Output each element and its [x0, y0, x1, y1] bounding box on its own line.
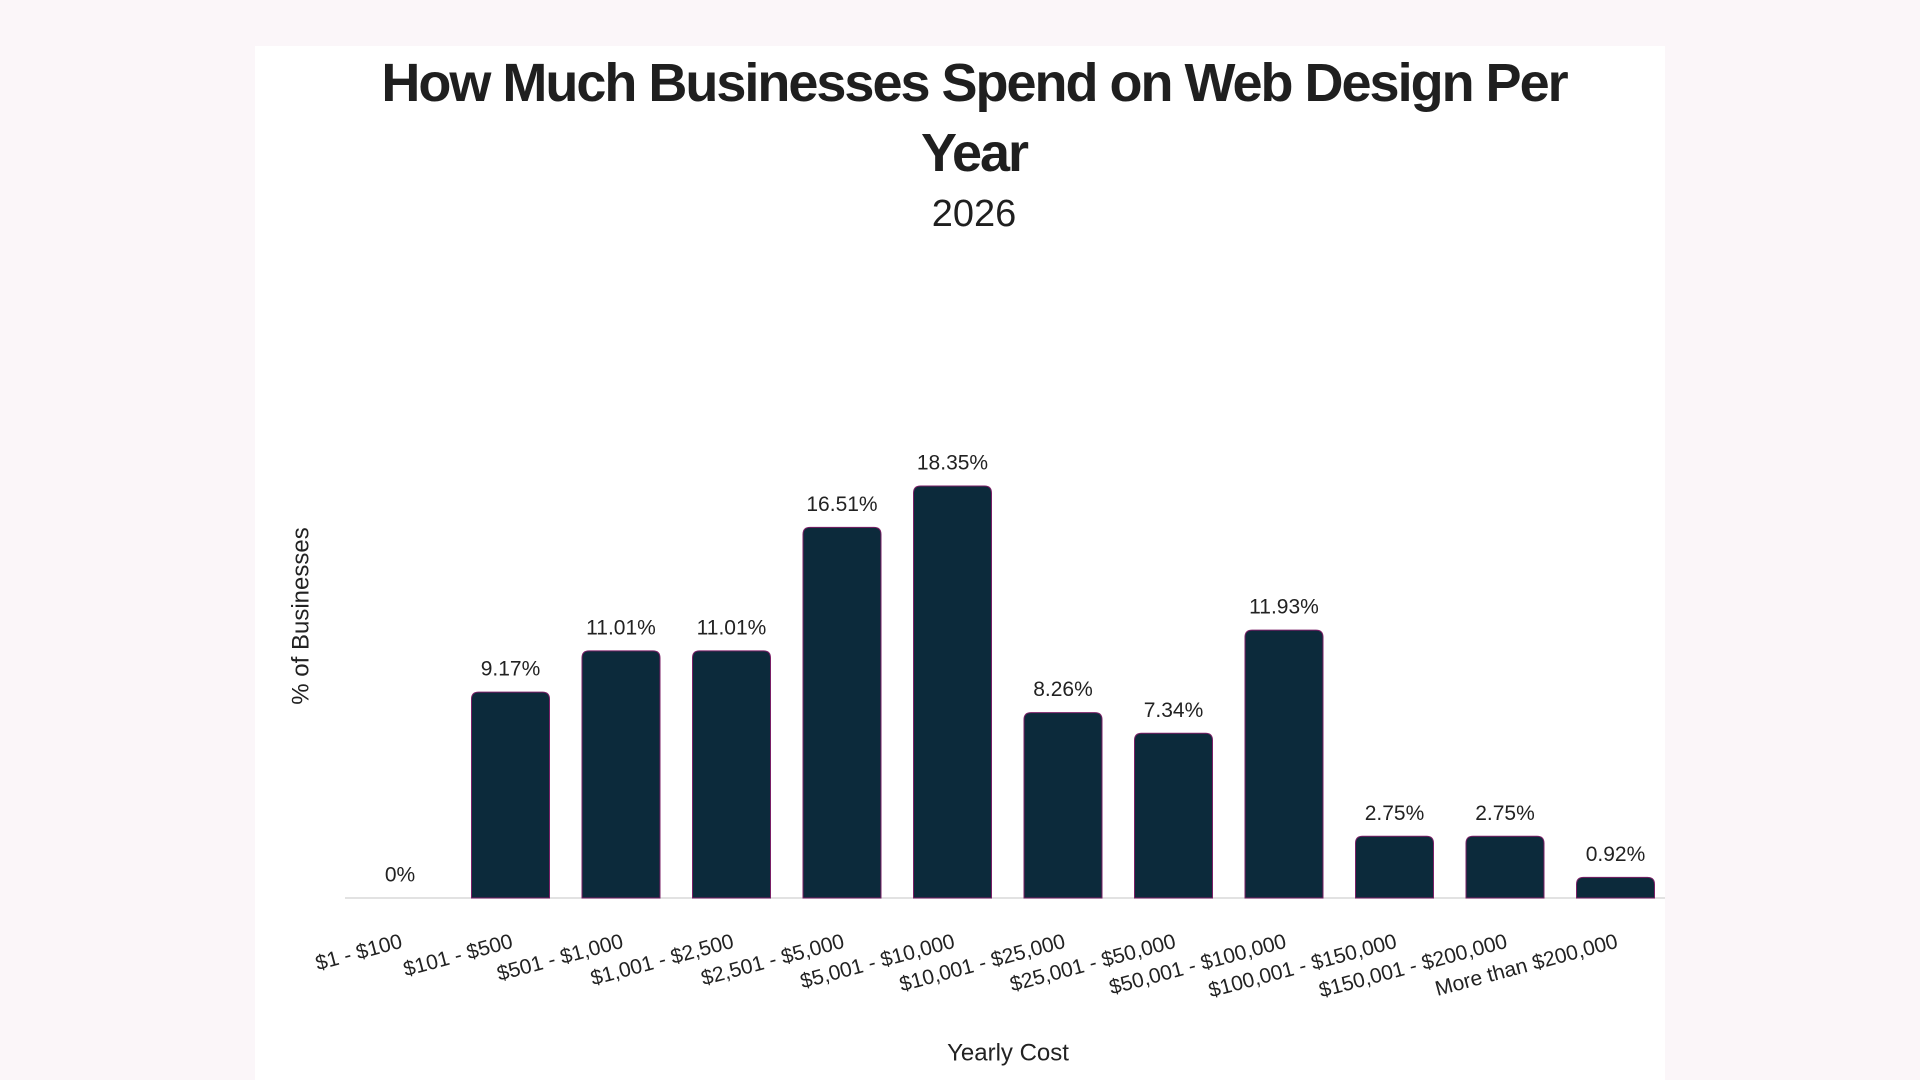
value-label: 11.93% — [1249, 596, 1319, 619]
bar — [1244, 629, 1324, 899]
bar — [471, 691, 550, 899]
bar — [1134, 732, 1213, 899]
value-label: 9.17% — [481, 658, 541, 681]
bar — [1355, 835, 1434, 899]
value-label: 18.35% — [917, 452, 988, 475]
value-label: 0% — [385, 864, 415, 887]
x-tick-label: $1 - $100 — [313, 930, 405, 975]
value-label: 8.26% — [1033, 678, 1093, 701]
y-axis-label: % of Businesses — [287, 527, 314, 704]
value-label: 2.75% — [1475, 802, 1535, 825]
value-label: 0.92% — [1586, 843, 1646, 866]
bar — [1576, 876, 1655, 899]
chart-subtitle: 2026 — [931, 193, 1017, 235]
value-label: 2.75% — [1365, 802, 1425, 825]
bar — [1023, 712, 1103, 899]
value-label: 11.01% — [697, 616, 767, 639]
value-label: 7.34% — [1144, 699, 1204, 722]
bar — [802, 526, 882, 899]
bar — [692, 650, 771, 899]
bar — [581, 650, 661, 899]
bar — [1465, 835, 1545, 899]
value-label: 16.51% — [806, 493, 877, 516]
chart-title: How Much Businesses Spend on Web Design … — [381, 53, 1568, 183]
bar — [913, 485, 992, 899]
x-axis-label: Yearly Cost — [947, 1039, 1069, 1066]
value-label: 11.01% — [586, 616, 656, 639]
